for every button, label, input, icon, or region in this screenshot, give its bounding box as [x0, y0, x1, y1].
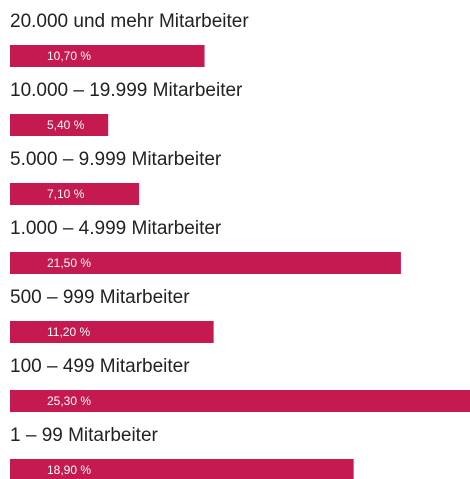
category-label: 100 – 499 Mitarbeiter — [10, 356, 190, 377]
bar — [10, 459, 354, 479]
bar — [10, 321, 214, 343]
value-label: 11,20 % — [47, 325, 90, 339]
value-label: 25,30 % — [47, 394, 91, 408]
category-label: 20.000 und mehr Mitarbeiter — [10, 11, 249, 32]
bar — [10, 45, 205, 67]
value-label: 7,10 % — [47, 187, 85, 201]
value-label: 18,90 % — [47, 463, 91, 477]
bar — [10, 390, 470, 412]
category-label: 500 – 999 Mitarbeiter — [10, 287, 190, 308]
category-label: 5.000 – 9.999 Mitarbeiter — [10, 149, 222, 170]
category-label: 10.000 – 19.999 Mitarbeiter — [10, 80, 243, 101]
bar — [10, 183, 140, 205]
bar — [10, 252, 401, 274]
category-label: 1.000 – 4.999 Mitarbeiter — [10, 218, 222, 239]
value-label: 5,40 % — [47, 118, 85, 132]
category-label: 1 – 99 Mitarbeiter — [10, 425, 159, 446]
bar — [10, 114, 109, 136]
value-label: 21,50 % — [47, 256, 91, 270]
value-label: 10,70 % — [47, 49, 91, 63]
